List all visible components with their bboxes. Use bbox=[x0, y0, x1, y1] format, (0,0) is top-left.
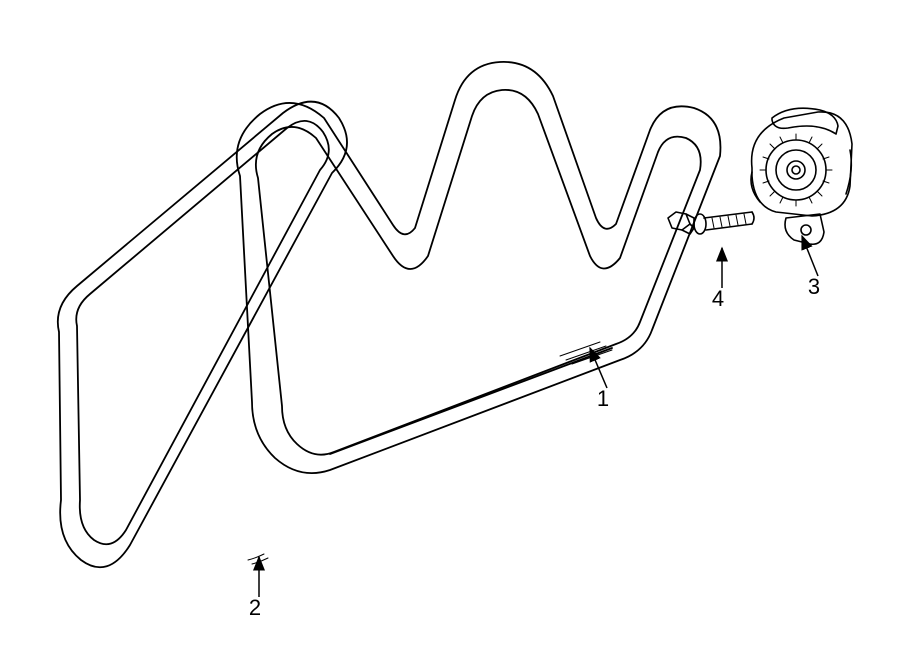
part-tensioner-bolt bbox=[668, 212, 754, 234]
part-belt-tensioner bbox=[751, 108, 852, 244]
callout-1-label: 1 bbox=[597, 386, 609, 411]
part-ac-drive-belt bbox=[58, 102, 347, 568]
callout-4: 4 bbox=[712, 248, 724, 311]
callout-3-label: 3 bbox=[808, 274, 820, 299]
parts-diagram: 1 2 3 4 bbox=[0, 0, 900, 661]
callout-4-label: 4 bbox=[712, 286, 724, 311]
callout-2-label: 2 bbox=[249, 595, 261, 620]
callouts: 1 2 3 4 bbox=[249, 236, 820, 620]
callout-3: 3 bbox=[802, 236, 820, 299]
callout-2: 2 bbox=[249, 557, 261, 620]
callout-1: 1 bbox=[590, 348, 609, 411]
part-serpentine-belt bbox=[237, 62, 721, 473]
